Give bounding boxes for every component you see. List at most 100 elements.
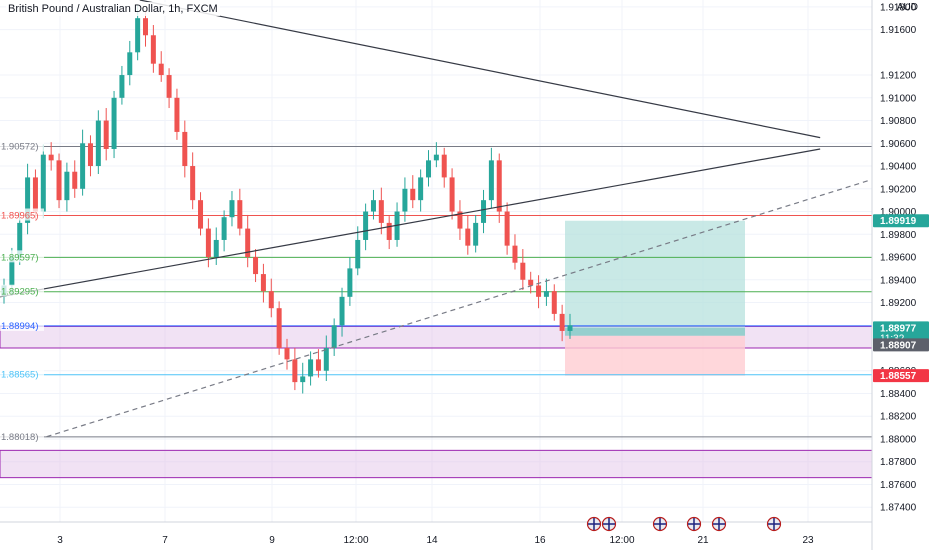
candle-body [378,200,384,223]
candle-body [25,177,31,223]
candle-body [339,296,345,326]
time-tick: 12:00 [609,535,634,546]
level-label: 1.89597) [1,252,39,263]
target-price-tag-bg [873,214,929,228]
candle-body [402,188,408,212]
candle-body [80,143,86,189]
candle-body [158,63,164,76]
candle-body [276,308,282,348]
candle-body [103,120,109,149]
candle-body [268,291,274,309]
level-label-bg [0,208,44,221]
event-flag[interactable] [586,516,602,532]
profit-zone[interactable] [565,220,745,328]
candle-body [95,120,101,167]
candle-body [473,222,479,246]
candle-body [481,200,487,223]
candle-body [426,160,431,178]
level-label: 1.88994) [1,321,39,332]
level-label: 1.88565) [1,370,39,381]
candle-body [528,279,534,286]
candle-body [441,154,447,178]
entry-price-tag: 1.88977 [880,323,917,334]
candle-body [292,359,298,383]
candle-body [17,222,23,258]
candle-body [543,291,549,297]
level-label-bg [0,139,44,152]
price-tick: 1.89600 [880,253,917,264]
symbol-title[interactable]: British Pound / Australian Dollar, 1h, F… [6,2,220,16]
loss-zone[interactable] [565,335,745,376]
candle-body [363,211,369,240]
trend-line[interactable] [0,148,821,298]
trend-line[interactable] [139,0,821,139]
level-label-bg [0,429,44,442]
price-axis-bg [872,0,932,550]
candle-body [237,200,243,229]
event-flag[interactable] [766,516,782,532]
price-zone [0,449,873,479]
candle-body [119,75,125,98]
level-label: 1.89965) [1,211,39,222]
event-flag[interactable] [711,516,727,532]
candle-body [300,376,306,383]
price-tick: 1.89200 [880,298,917,309]
price-tick: 1.88200 [880,412,917,423]
time-tick: 3 [57,535,63,546]
candle-body [87,143,93,167]
candle-body [221,217,227,240]
target-price-tag: 1.89919 [880,216,917,227]
candle-body [174,97,180,132]
price-tick: 1.90000 [880,207,917,218]
entry-price-tag-bg [873,321,929,344]
price-tick: 1.90800 [880,116,917,127]
candle-body [536,285,542,297]
open-pnl-zone [565,327,745,336]
candle-body [135,18,141,53]
event-flag[interactable] [601,516,617,532]
level-labels: 1.90572) 1.89965) 1.89597) 1.89295) 1.88994)… [0,139,44,443]
candle-body [253,257,259,275]
candle-body [323,348,329,371]
time-tick: 16 [534,535,546,546]
price-tick: 1.91000 [880,93,917,104]
price-axis[interactable]: 1.91800 1.91600 1.91200 1.91000 1.90800 1.906… [871,0,932,550]
economic-events[interactable] [586,516,782,532]
candle-body [284,348,290,360]
candle-body [56,160,62,201]
horizontal-levels[interactable] [0,145,872,438]
candle-body [245,228,251,258]
trend-lines[interactable] [0,0,872,438]
current-price-tag-bg [873,338,929,352]
price-tick: 1.89800 [880,230,917,241]
candle-body [449,177,455,212]
candle-body [166,75,172,98]
time-tick: 21 [697,535,709,546]
long-position-tool[interactable] [565,220,745,376]
candle-body [457,211,463,229]
time-tick: 12:00 [343,535,368,546]
level-label: 1.89295) [1,287,39,298]
candle-body [410,188,416,201]
candle-body [229,200,235,218]
price-tick: 1.90200 [880,184,917,195]
candle-body [182,131,188,167]
price-tick: 1.87400 [880,503,917,514]
time-axis[interactable]: 3 7 9 12:00 14 16 12:00 21 23 [0,521,872,546]
candle-body [433,154,439,161]
price-tick: 1.91800 [880,2,917,13]
candle-body [260,274,266,292]
candle-body [111,97,117,149]
event-flag[interactable] [652,516,668,532]
candle-body [347,268,353,297]
candle-body [504,211,510,246]
level-label-bg [0,318,44,331]
candle-body [418,177,424,201]
event-flag[interactable] [686,516,702,532]
price-tick: 1.91600 [880,25,917,36]
candle-body [520,262,526,280]
candle-body [559,313,565,331]
current-price-tag: 1.88907 [880,340,917,351]
